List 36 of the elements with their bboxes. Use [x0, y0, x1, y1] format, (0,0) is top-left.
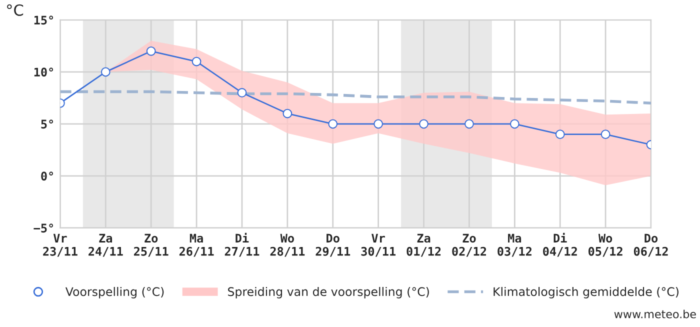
x-tick-label: Ma 26/11 — [179, 234, 214, 257]
y-tick-label: 0° — [41, 172, 54, 181]
y-tick-label: 10° — [34, 68, 54, 77]
x-tick-label: Zo 25/11 — [134, 234, 168, 257]
legend-label: Klimatologisch gemiddelde (°C) — [494, 286, 678, 298]
point — [555, 130, 565, 140]
x-tick-label: Do 29/11 — [316, 234, 350, 257]
x-tick-label: Za 01/12 — [406, 234, 441, 257]
text: www.meteo.be — [614, 310, 696, 318]
y-axis-title: °C — [7, 4, 24, 16]
x-tick-label: Do 06/12 — [634, 234, 668, 257]
x-tick-label: Di 04/12 — [543, 232, 577, 257]
point — [192, 56, 202, 66]
x-tick-label: Vr 30/11 — [361, 234, 396, 257]
point — [419, 119, 428, 129]
point — [600, 130, 610, 140]
point — [100, 67, 110, 77]
x-tick-label: Ma 03/12 — [498, 234, 532, 257]
point — [328, 119, 338, 129]
y-tick-label: −5° — [34, 224, 54, 233]
x-tick-label: Vr 23/11 — [43, 234, 78, 257]
point — [374, 119, 384, 129]
point — [282, 108, 292, 118]
point — [146, 46, 156, 56]
y-tick-label: 5° — [41, 120, 54, 129]
x-tick-label: Za 24/11 — [88, 234, 123, 257]
point — [237, 88, 247, 98]
y-tick-label: 15° — [34, 16, 54, 25]
x-tick-label: Wo 05/12 — [588, 234, 622, 257]
point — [464, 119, 474, 129]
legend-label: Voorspelling (°C) — [65, 286, 164, 298]
x-tick-label: Zo 02/12 — [452, 234, 486, 257]
point — [510, 119, 520, 129]
x-tick-label: Di 27/11 — [224, 232, 260, 257]
legend-label: Spreiding van de voorspelling (°C) — [228, 286, 429, 298]
x-tick-label: Wo 28/11 — [270, 234, 305, 257]
